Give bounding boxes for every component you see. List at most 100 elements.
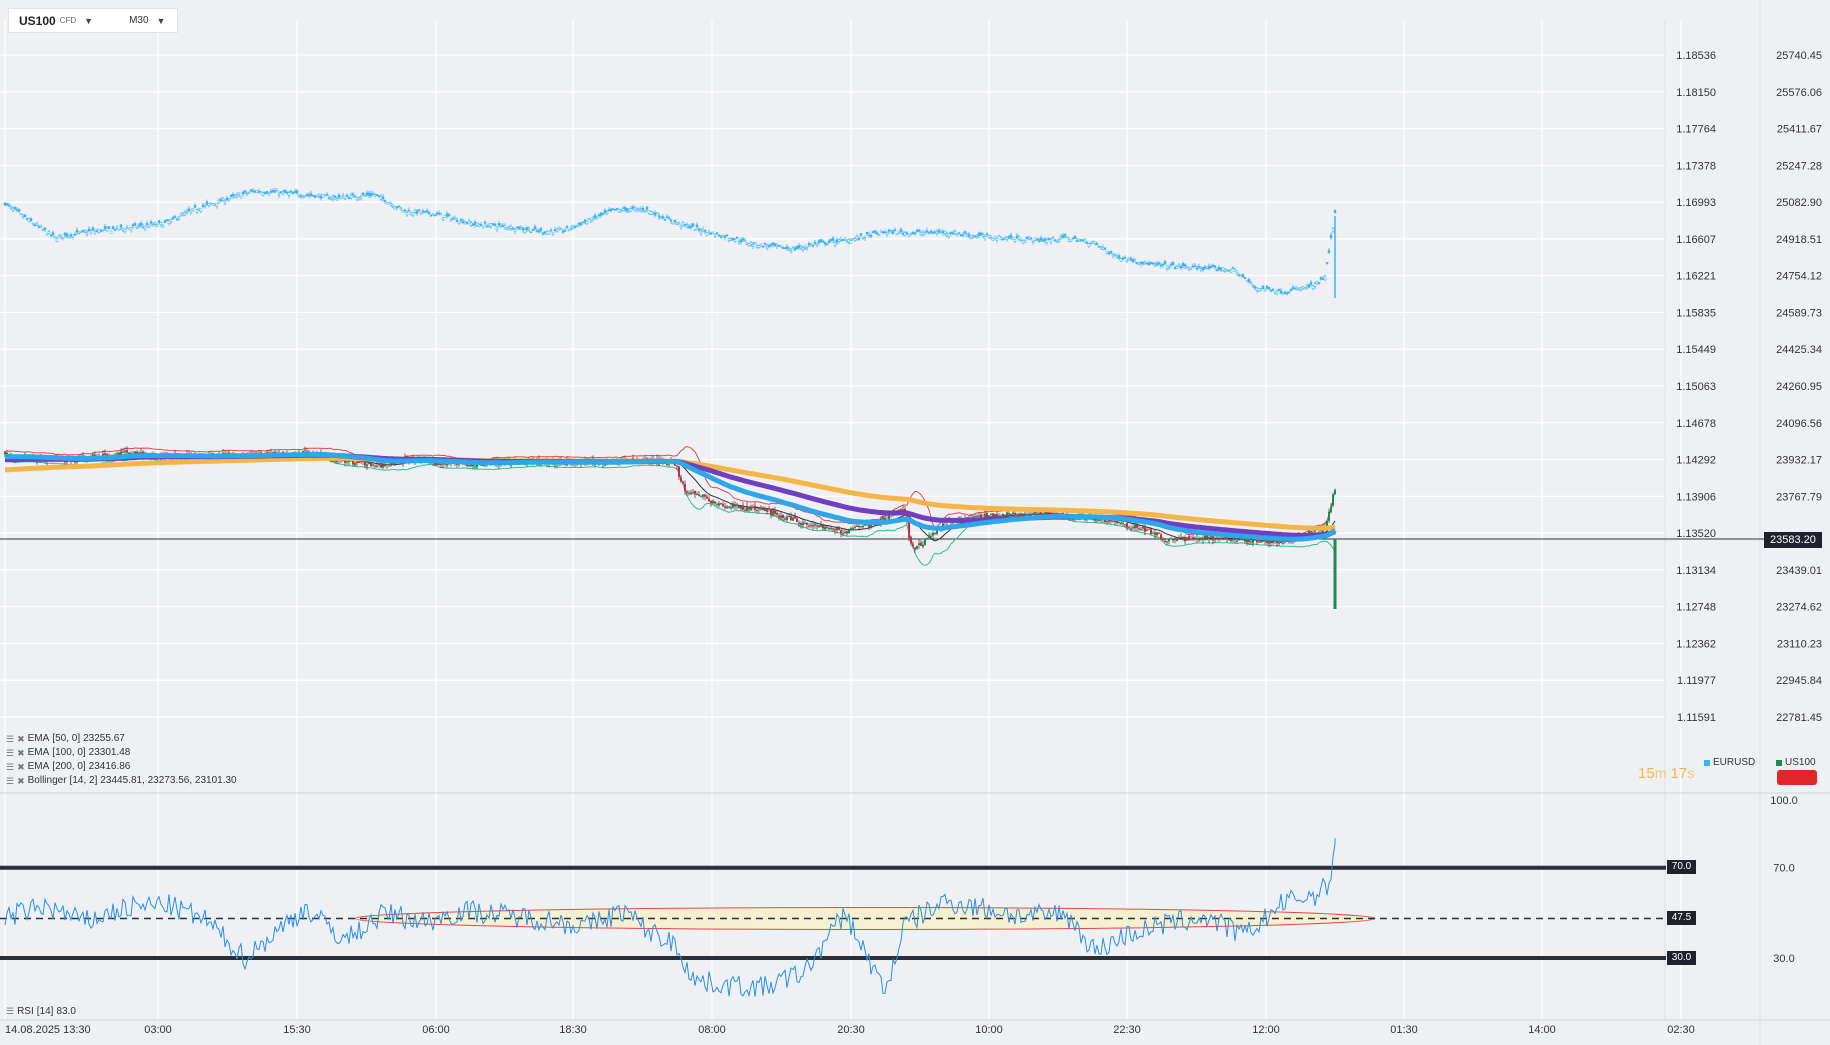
eurusd-candle-body: [655, 212, 659, 215]
eurusd-candle-body: [161, 225, 165, 228]
eurusd-candle-body: [1271, 288, 1275, 291]
remove-icon[interactable]: ✖: [17, 734, 25, 744]
us100-candle-body: [1176, 540, 1178, 542]
eurusd-candle-body: [707, 231, 711, 233]
eurusd-candle-body: [727, 238, 731, 241]
eurusd-candle-body: [209, 203, 213, 205]
eurusd-candle-body: [401, 210, 405, 213]
symbol-dropdown-icon[interactable]: ▼: [84, 15, 94, 26]
eurusd-candle-body: [793, 247, 797, 251]
eurusd-candle-body: [1279, 290, 1283, 294]
eurusd-candle-body: [1313, 283, 1317, 287]
eurusd-candle-body: [529, 231, 533, 234]
us100-candle-body: [1164, 540, 1166, 543]
eurusd-candle-body: [1285, 292, 1289, 295]
settings-icon[interactable]: ☰: [6, 748, 15, 758]
us100-candle-body: [1140, 529, 1142, 531]
settings-icon[interactable]: ☰: [6, 1006, 15, 1016]
us100-candle-body: [1266, 539, 1268, 544]
eurusd-candle-body: [661, 216, 665, 219]
eurusd-price-tick: 1.13906: [1676, 491, 1716, 503]
eurusd-candle-body: [625, 208, 629, 212]
eurusd-price-tick: 1.15449: [1676, 344, 1716, 356]
eurusd-candle-body: [403, 209, 407, 212]
eurusd-candle-body: [647, 210, 651, 214]
eurusd-candle-body: [277, 193, 281, 196]
eurusd-candle-body: [1241, 274, 1245, 278]
eurusd-candle-body: [353, 195, 357, 198]
eurusd-candle-body: [1063, 233, 1067, 237]
timeframe-dropdown-icon[interactable]: ▼: [156, 15, 166, 26]
eurusd-candle-body: [537, 230, 541, 233]
us100-candle-body: [134, 451, 136, 455]
us100-candle-body: [978, 515, 980, 517]
sell-button[interactable]: [1777, 770, 1817, 785]
timeframe-label[interactable]: M30: [129, 15, 149, 26]
settings-icon[interactable]: ☰: [6, 762, 15, 772]
eurusd-candle-body: [23, 214, 27, 217]
us100-candle-body: [346, 461, 348, 463]
remove-icon[interactable]: ✖: [17, 776, 25, 786]
remove-icon[interactable]: ✖: [17, 762, 25, 772]
us100-candle-body: [114, 453, 116, 455]
eurusd-candle-body: [101, 229, 105, 232]
eurusd-candle-body: [299, 195, 303, 198]
eurusd-candle-body: [1263, 288, 1267, 292]
us100-candle-body: [1330, 506, 1332, 512]
eurusd-candle-body: [795, 246, 799, 250]
eurusd-candle-body: [269, 190, 273, 193]
us100-candle-body: [776, 512, 778, 515]
eurusd-candle-body: [57, 235, 61, 238]
eurusd-candle-body: [1097, 245, 1101, 248]
us100-candle-body: [788, 515, 790, 517]
eurusd-candle-body: [1055, 240, 1059, 242]
eurusd-candle-body: [531, 229, 535, 232]
eurusd-candle-body: [413, 209, 417, 213]
us100-candle-body: [882, 517, 884, 520]
eurusd-candle-body: [125, 227, 129, 230]
us100-candle-body: [336, 460, 338, 462]
eurusd-candle-body: [845, 241, 849, 243]
remove-icon[interactable]: ✖: [17, 748, 25, 758]
eurusd-candle-body: [113, 228, 117, 231]
us100-candle-body: [1282, 543, 1284, 545]
us100-price-tick: 25576.06: [1776, 87, 1822, 99]
eurusd-candle-body: [433, 214, 437, 217]
eurusd-candle-body: [7, 204, 11, 207]
eurusd-candle-body: [449, 219, 453, 222]
eurusd-candle-body: [1051, 237, 1055, 240]
eurusd-candle-body: [753, 242, 757, 244]
eurusd-candle-body: [381, 196, 385, 200]
settings-icon[interactable]: ☰: [6, 776, 15, 786]
rsi-level-70: 70.0: [1667, 860, 1696, 874]
eurusd-candle-body: [331, 196, 335, 200]
eurusd-candle-body: [863, 237, 867, 240]
us100-candle-body: [1200, 537, 1202, 540]
eurusd-candle-body: [1077, 240, 1081, 242]
us100-candle-body: [972, 516, 974, 519]
us100-candle-body: [1126, 523, 1128, 528]
eurusd-candle-body: [217, 199, 221, 204]
us100-candle-body: [678, 466, 680, 477]
eurusd-candle-body: [827, 240, 831, 243]
us100-candle-body: [736, 504, 738, 507]
us100-candle-body: [446, 464, 448, 466]
eurusd-candle-body: [649, 211, 653, 215]
eurusd-candle-body: [333, 195, 337, 198]
eurusd-candle-body: [487, 225, 491, 227]
eurusd-candle-body: [471, 223, 475, 226]
us100-candle-body: [1238, 539, 1240, 541]
settings-icon[interactable]: ☰: [6, 734, 15, 744]
eurusd-candle-body: [273, 190, 277, 193]
eurusd-candle-body: [1161, 263, 1165, 266]
eurusd-candle-body: [465, 221, 469, 224]
eurusd-candle-body: [803, 246, 807, 249]
eurusd-candle-body: [491, 223, 495, 225]
eurusd-candle-body: [599, 212, 603, 216]
indicator-row-ema50: ☰ ✖ EMA [50, 0] 23255.67: [6, 732, 237, 746]
eurusd-candle-body: [627, 209, 631, 212]
eurusd-candle-body: [247, 192, 251, 195]
rsi-panel: [0, 838, 1666, 998]
symbol-selector[interactable]: US100 CFD ▼ M30 ▼: [8, 8, 178, 33]
